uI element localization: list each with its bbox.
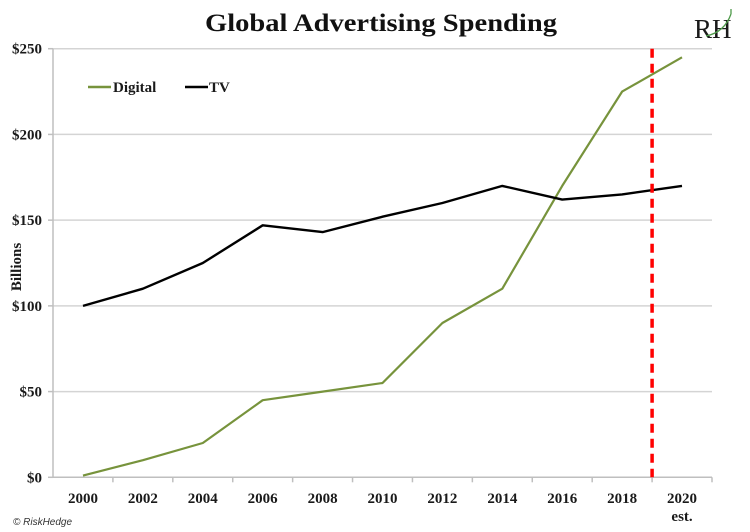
y-tick-label: $150 [12,213,42,229]
x-tick-label: 2002 [128,491,158,507]
gridlines [53,47,712,393]
x-tick-label: 2008 [308,491,338,507]
y-axis-title: Billions [9,243,25,292]
y-tick-label: $50 [20,385,43,401]
chart-title: Global Advertising Spending [205,10,558,37]
x-tick-label: 2010 [368,491,398,507]
x-tick-label: 2004 [188,491,219,507]
series [82,56,683,477]
x-tick-label: 2020 [667,491,697,507]
y-tick-label: $250 [12,42,42,58]
axes [48,47,713,483]
y-tick-label: $100 [12,299,42,315]
x-tick-label: 2018 [607,491,637,507]
y-tick-label: $0 [27,470,42,486]
x-tick-label: 2012 [427,491,457,507]
y-tick-labels: $0 $50 $100 $150 $200 $250 [12,42,42,487]
x-tick-label: 2014 [487,491,518,507]
logo: RH [694,9,732,44]
x-tick-label: 2000 [68,491,98,507]
legend-label-digital: Digital [113,80,156,96]
x-tick-label: 2016 [547,491,578,507]
copyright-text: © RiskHedge [13,517,72,528]
x-tick-label: 2006 [248,491,279,507]
legend: Digital TV [88,80,230,96]
x-tick-sublabel: est. [671,509,692,525]
series-line-tv [82,184,683,308]
logo-text: RH [694,14,732,44]
y-tick-label: $200 [12,127,42,143]
x-tick-labels: 2000 2002 2004 2006 2008 2010 2012 2014 2016 2018… [68,491,697,525]
logo-leaf-icon [705,9,732,37]
legend-label-tv: TV [209,80,230,96]
series-line-digital [82,56,683,477]
